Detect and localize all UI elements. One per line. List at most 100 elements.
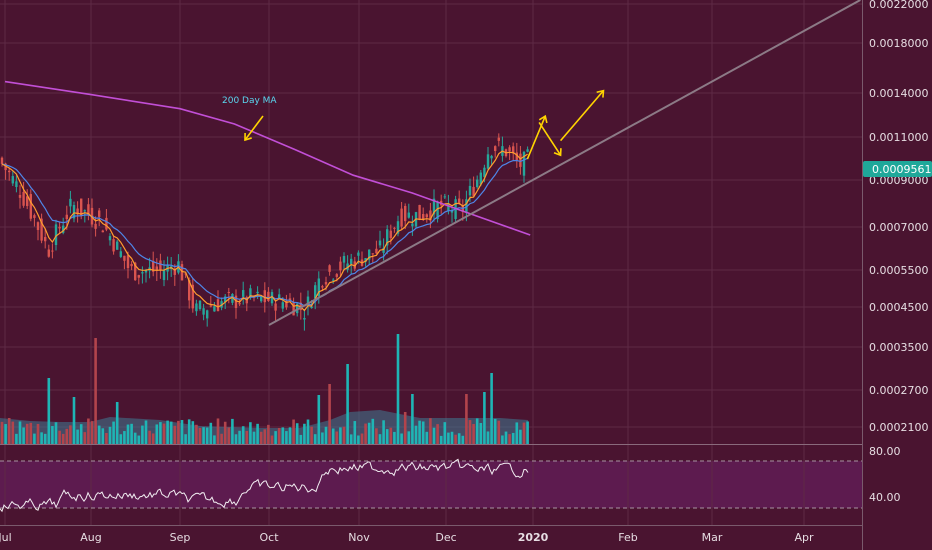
candle-body[interactable] <box>335 274 338 277</box>
candle-body[interactable] <box>285 300 288 308</box>
candle-body[interactable] <box>206 310 209 319</box>
candle-body[interactable] <box>281 302 284 309</box>
candle-body[interactable] <box>180 264 184 281</box>
candle-body[interactable] <box>51 250 54 252</box>
candle-body[interactable] <box>303 317 306 320</box>
candle-body[interactable] <box>425 214 428 218</box>
candle-body[interactable] <box>69 198 72 207</box>
candle-body[interactable] <box>108 236 112 241</box>
candle-body[interactable] <box>292 302 295 316</box>
candle-body[interactable] <box>134 262 137 281</box>
candle-body[interactable] <box>209 305 212 307</box>
candle-body[interactable] <box>432 198 436 215</box>
candle-body[interactable] <box>274 303 277 311</box>
candle-body[interactable] <box>47 249 50 257</box>
candle-body[interactable] <box>443 196 446 198</box>
candle-body[interactable] <box>436 201 439 219</box>
candle-body[interactable] <box>26 196 29 207</box>
projection-arrows[interactable] <box>526 89 605 160</box>
candle-body[interactable] <box>324 282 328 285</box>
candle-body[interactable] <box>184 273 187 275</box>
candle-body[interactable] <box>238 303 241 305</box>
candle-body[interactable] <box>234 295 238 309</box>
candle-body[interactable] <box>231 293 234 303</box>
projection-arrow[interactable] <box>538 121 562 157</box>
candle-body[interactable] <box>105 217 108 230</box>
candle-body[interactable] <box>267 291 270 301</box>
candle-body[interactable] <box>288 298 292 301</box>
candle-body[interactable] <box>386 229 389 246</box>
candle-body[interactable] <box>400 208 403 227</box>
candle-body[interactable] <box>314 285 317 299</box>
candle-body[interactable] <box>317 278 320 296</box>
candle-body[interactable] <box>36 222 40 230</box>
candle-body[interactable] <box>54 224 58 246</box>
candle-body[interactable] <box>465 199 468 213</box>
candle-body[interactable] <box>332 279 335 281</box>
candle-body[interactable] <box>173 269 176 275</box>
candle-body[interactable] <box>393 227 396 229</box>
candle-body[interactable] <box>98 210 101 217</box>
candle-body[interactable] <box>249 288 252 297</box>
candle-body[interactable] <box>270 292 274 304</box>
candle-body[interactable] <box>112 239 115 252</box>
candle-body[interactable] <box>141 272 144 274</box>
candle-body[interactable] <box>342 256 346 263</box>
candle-body[interactable] <box>512 146 515 154</box>
candle-body[interactable] <box>458 198 461 203</box>
candle-body[interactable] <box>15 181 18 187</box>
candle-body[interactable] <box>40 218 43 241</box>
candle-body[interactable] <box>11 176 14 184</box>
candle-body[interactable] <box>242 290 245 297</box>
candle-body[interactable] <box>65 214 68 220</box>
candle-body[interactable] <box>33 215 36 218</box>
candle-body[interactable] <box>389 230 392 238</box>
candle-body[interactable] <box>18 194 22 198</box>
candle-body[interactable] <box>4 163 7 171</box>
candle-body[interactable] <box>22 191 25 206</box>
candle-body[interactable] <box>497 137 500 141</box>
candle-body[interactable] <box>260 296 263 302</box>
candle-body[interactable] <box>490 155 493 159</box>
candle-body[interactable] <box>0 157 4 164</box>
rsi-axis[interactable]: 80.00 40.00 <box>869 445 901 504</box>
candle-body[interactable] <box>227 292 230 294</box>
candle-body[interactable] <box>83 210 86 212</box>
candle-body[interactable] <box>72 205 76 219</box>
projection-arrow[interactable] <box>559 89 605 142</box>
candle-body[interactable] <box>126 255 130 269</box>
candle-body[interactable] <box>364 257 367 262</box>
candle-body[interactable] <box>256 291 259 294</box>
candle-body[interactable] <box>468 185 472 196</box>
candle-body[interactable] <box>62 225 65 233</box>
candle-body[interactable] <box>396 221 400 234</box>
candle-body[interactable] <box>321 286 324 288</box>
ma-arrow-icon[interactable] <box>244 115 264 142</box>
candle-body[interactable] <box>339 261 342 271</box>
candle-body[interactable] <box>101 230 104 233</box>
candle-body[interactable] <box>526 149 529 152</box>
candle-body[interactable] <box>310 306 313 309</box>
candle-body[interactable] <box>44 237 47 242</box>
candle-body[interactable] <box>123 255 126 261</box>
candle-body[interactable] <box>404 205 407 222</box>
candle-body[interactable] <box>522 151 526 176</box>
candle-body[interactable] <box>476 179 479 188</box>
candle-body[interactable] <box>483 167 486 177</box>
candle-body[interactable] <box>450 210 454 213</box>
ma-annotation-arrow[interactable] <box>244 115 264 142</box>
candle-body[interactable] <box>429 210 432 221</box>
candle-body[interactable] <box>216 299 220 312</box>
candle-body[interactable] <box>328 265 331 272</box>
candle-body[interactable] <box>382 247 385 253</box>
candle-body[interactable] <box>378 240 382 246</box>
candle-body[interactable] <box>278 294 281 299</box>
time-axis[interactable]: Jul Aug Sep Oct Nov Dec 2020 Feb Mar Apr <box>0 525 862 545</box>
ma-annotation-label[interactable]: 200 Day MA <box>222 96 277 106</box>
candle-body[interactable] <box>191 284 194 309</box>
candle-body[interactable] <box>119 251 122 257</box>
candle-body[interactable] <box>155 266 158 271</box>
candle-body[interactable] <box>418 204 421 220</box>
candle-body[interactable] <box>515 152 518 160</box>
